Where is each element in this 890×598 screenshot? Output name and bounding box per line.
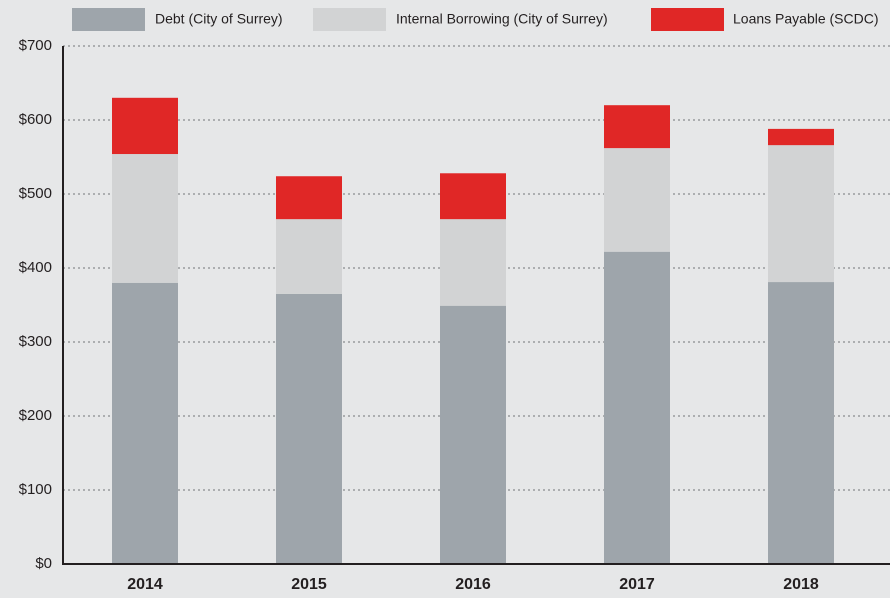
bar-segment — [112, 97, 178, 155]
bar-segment — [768, 282, 834, 564]
bar-segment — [440, 173, 506, 220]
bar-segment — [604, 105, 670, 149]
y-tick-label: $500 — [19, 185, 52, 202]
x-tick-label: 2017 — [619, 576, 655, 593]
y-tick-label: $300 — [19, 333, 52, 350]
bar-segment — [440, 219, 506, 306]
bar-segment — [276, 219, 342, 294]
bar-segment — [276, 293, 342, 564]
legend-swatch — [72, 8, 145, 31]
x-tick-label: 2014 — [127, 576, 163, 593]
legend-label: Internal Borrowing (City of Surrey) — [396, 11, 608, 27]
legend-label: Loans Payable (SCDC) — [733, 11, 879, 27]
legend-swatch — [651, 8, 724, 31]
bar-segment — [604, 251, 670, 564]
y-tick-label: $600 — [19, 111, 52, 128]
y-tick-label: $100 — [19, 481, 52, 498]
y-tick-label: $0 — [35, 555, 52, 572]
bar-segment — [604, 148, 670, 252]
x-tick-label: 2016 — [455, 576, 491, 593]
legend-swatch — [313, 8, 386, 31]
x-tick-label: 2015 — [291, 576, 327, 593]
y-tick-label: $700 — [19, 37, 52, 54]
bar-segment — [768, 128, 834, 146]
y-tick-label: $400 — [19, 259, 52, 276]
bar-segment — [276, 176, 342, 220]
bar-segment — [112, 282, 178, 564]
bar-segment — [768, 145, 834, 283]
y-tick-label: $200 — [19, 407, 52, 424]
legend-label: Debt (City of Surrey) — [155, 11, 283, 27]
bar-segment — [112, 154, 178, 283]
x-tick-label: 2018 — [783, 576, 819, 593]
bar-segment — [440, 305, 506, 564]
